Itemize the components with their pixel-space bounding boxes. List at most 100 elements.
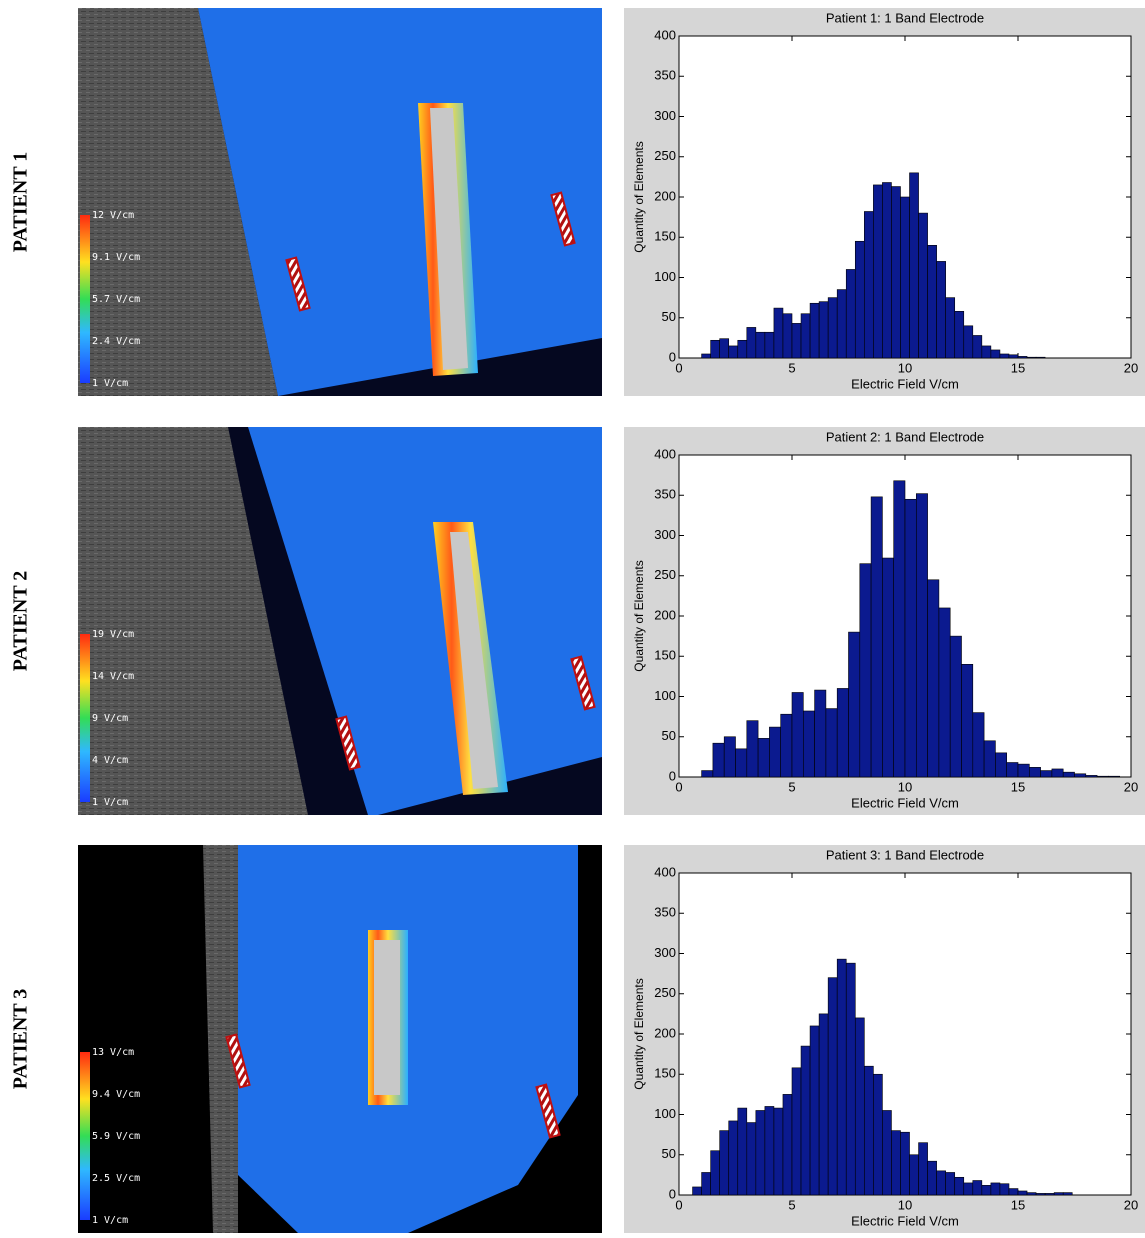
bar bbox=[836, 688, 849, 778]
x-tick-label: 20 bbox=[1124, 360, 1138, 375]
bar bbox=[1035, 356, 1046, 359]
bar bbox=[1017, 1190, 1028, 1196]
chart-title: Patient 2: 1 Band Electrode bbox=[826, 429, 984, 444]
bar bbox=[893, 480, 906, 778]
tissue-gray bbox=[78, 8, 278, 396]
bar bbox=[927, 579, 940, 778]
y-tick-label: 250 bbox=[654, 567, 676, 582]
bar bbox=[999, 353, 1010, 359]
bar bbox=[1026, 1192, 1037, 1196]
bar bbox=[735, 748, 748, 778]
y-tick-label: 150 bbox=[654, 648, 676, 663]
band-electrode bbox=[550, 191, 576, 247]
bar bbox=[1108, 775, 1120, 778]
bar bbox=[814, 689, 827, 778]
bar bbox=[995, 752, 1007, 778]
bar bbox=[712, 742, 725, 778]
y-tick-label: 250 bbox=[654, 985, 676, 1000]
x-tick-label: 15 bbox=[1011, 779, 1025, 794]
y-tick-label: 150 bbox=[654, 1066, 676, 1081]
y-tick-label: 400 bbox=[654, 864, 676, 879]
colorbar-label: 1 V/cm bbox=[92, 1215, 128, 1226]
chart-title: Patient 3: 1 Band Electrode bbox=[826, 847, 984, 862]
bar bbox=[949, 635, 962, 778]
bar bbox=[918, 1142, 928, 1196]
bar bbox=[692, 1186, 702, 1196]
y-axis-label: Quantity of Elements bbox=[632, 560, 646, 671]
bar bbox=[945, 1172, 956, 1196]
bar bbox=[737, 1107, 748, 1196]
y-tick-label: 50 bbox=[662, 728, 676, 743]
bar bbox=[773, 307, 784, 359]
colorbar bbox=[80, 634, 90, 802]
colorbar-label: 14 V/cm bbox=[92, 671, 134, 682]
bar bbox=[1017, 356, 1028, 359]
bar bbox=[746, 327, 757, 359]
y-tick-label: 200 bbox=[654, 1025, 676, 1040]
lead-core bbox=[374, 940, 400, 1095]
bar bbox=[701, 1172, 711, 1196]
y-tick-label: 400 bbox=[654, 27, 676, 42]
tissue-gray bbox=[78, 427, 308, 815]
bar bbox=[737, 339, 748, 359]
bar bbox=[882, 557, 894, 778]
chart: Patient 2: 1 Band Electrode Electric Fiel… bbox=[624, 427, 1145, 815]
y-tick-label: 100 bbox=[654, 1106, 676, 1121]
x-tick-label: 10 bbox=[898, 360, 912, 375]
bar bbox=[809, 302, 820, 359]
bar bbox=[873, 1073, 883, 1196]
bar bbox=[918, 212, 928, 359]
bar bbox=[1035, 1193, 1046, 1196]
bar bbox=[818, 1013, 829, 1196]
bar bbox=[764, 1106, 775, 1196]
tissue-gray bbox=[203, 845, 238, 1233]
y-tick-label: 400 bbox=[654, 446, 676, 461]
y-axis-label: Quantity of Elements bbox=[632, 141, 646, 252]
bar bbox=[1051, 768, 1064, 778]
colorbar-label: 4 V/cm bbox=[92, 755, 128, 766]
x-tick-label: 20 bbox=[1124, 1197, 1138, 1212]
y-tick-label: 150 bbox=[654, 229, 676, 244]
y-tick-label: 0 bbox=[669, 349, 676, 364]
bar bbox=[1006, 762, 1019, 778]
bar bbox=[1028, 767, 1041, 778]
band-electrode bbox=[225, 1033, 251, 1089]
chart: Patient 3: 1 Band Electrode Electric Fiel… bbox=[624, 845, 1145, 1233]
bar bbox=[818, 301, 829, 359]
bar bbox=[873, 184, 883, 359]
bar bbox=[1062, 1192, 1073, 1196]
x-tick-label: 5 bbox=[788, 360, 795, 375]
bar bbox=[927, 1160, 937, 1196]
x-tick-label: 20 bbox=[1124, 779, 1138, 794]
bar bbox=[1044, 1193, 1055, 1196]
bar bbox=[1040, 770, 1053, 778]
x-tick-label: 10 bbox=[898, 1197, 912, 1212]
bar bbox=[701, 770, 714, 778]
patient-label: PATIENT 2 bbox=[10, 571, 32, 672]
bar bbox=[864, 211, 874, 359]
bar bbox=[854, 1017, 865, 1196]
bar bbox=[1026, 356, 1037, 359]
x-tick-label: 0 bbox=[675, 779, 682, 794]
bar bbox=[728, 345, 739, 359]
bar bbox=[769, 726, 781, 778]
colorbar-label: 9.1 V/cm bbox=[92, 252, 140, 263]
bar bbox=[1053, 1192, 1064, 1196]
bar bbox=[1017, 763, 1030, 778]
y-tick-label: 300 bbox=[654, 945, 676, 960]
bar bbox=[945, 297, 956, 359]
bar bbox=[938, 607, 951, 778]
bar bbox=[1096, 775, 1109, 778]
simulation-image: 12 V/cm 9.1 V/cm 5.7 V/cm 2.4 V/cm 1 V/cm bbox=[78, 8, 602, 396]
bar bbox=[791, 692, 804, 778]
colorbar-label: 19 V/cm bbox=[92, 629, 134, 640]
bar bbox=[1008, 1188, 1019, 1196]
bar bbox=[859, 563, 872, 778]
bar bbox=[870, 496, 883, 778]
x-tick-label: 0 bbox=[675, 360, 682, 375]
simulation-image: 19 V/cm 14 V/cm 9 V/cm 4 V/cm 1 V/cm bbox=[78, 427, 602, 815]
x-axis-label: Electric Field V/cm bbox=[851, 1213, 959, 1228]
y-tick-label: 0 bbox=[669, 1186, 676, 1201]
bar bbox=[791, 323, 802, 359]
